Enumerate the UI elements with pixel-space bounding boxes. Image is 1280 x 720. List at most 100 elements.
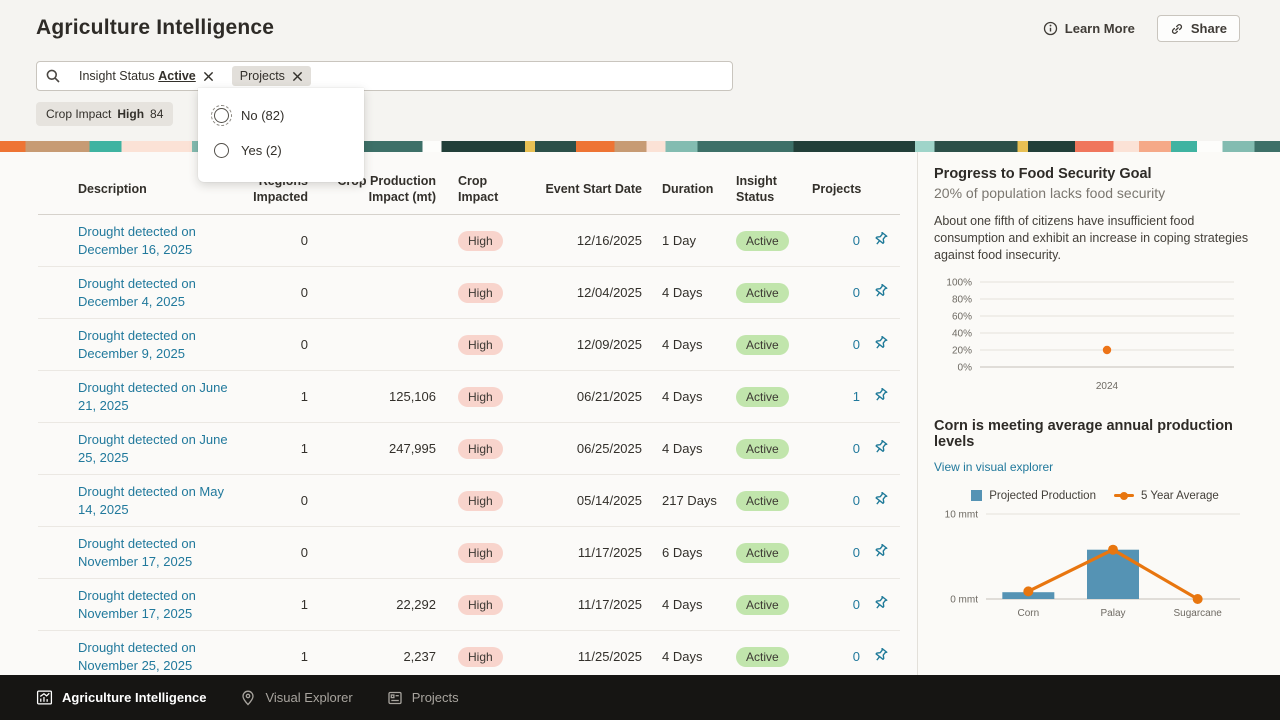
chip-label: Insight Status	[79, 69, 155, 83]
header-impact: Crop Impact	[458, 173, 499, 204]
pin-button[interactable]	[860, 544, 900, 561]
info-icon	[1043, 21, 1058, 36]
production-chart: 10 mmt 0 mmt Corn Palay Sugarcane	[934, 502, 1256, 624]
regions-impacted-cell: 1	[300, 649, 308, 664]
insight-description-link[interactable]: Drought detected on November 17, 2025	[78, 587, 196, 621]
x-tick-label: Sugarcane	[1173, 608, 1222, 619]
projects-filter-dropdown: No (82) Yes (2)	[198, 88, 364, 182]
y-tick-label: 10 mmt	[945, 509, 979, 520]
projects-count-link[interactable]: 0	[852, 285, 860, 300]
insight-description-link[interactable]: Drought detected on November 25, 2025	[78, 639, 196, 673]
insights-table-container: Description Regions Impacted Crop Produc…	[0, 152, 917, 684]
pin-button[interactable]	[860, 232, 900, 249]
event-start-date-cell: 11/17/2025	[577, 597, 642, 612]
line-point	[1192, 593, 1203, 604]
filter-chip-insight-status[interactable]: Insight Status Active	[71, 66, 222, 86]
pin-button[interactable]	[860, 440, 900, 457]
share-button[interactable]: Share	[1156, 15, 1240, 42]
crop-impact-badge: High	[458, 438, 503, 459]
chip-label: Projects	[239, 69, 285, 83]
table-row[interactable]: Drought detected on December 9, 2025 0 H…	[38, 319, 900, 371]
filter-chip-projects[interactable]: Projects	[231, 66, 311, 86]
insight-description-link[interactable]: Drought detected on June 25, 2025	[78, 431, 228, 465]
table-row[interactable]: Drought detected on November 17, 2025 0 …	[38, 527, 900, 579]
radio-icon[interactable]	[214, 143, 229, 158]
projects-count-link[interactable]: 1	[852, 389, 860, 404]
crop-impact-badge: High	[458, 542, 503, 563]
pin-button[interactable]	[860, 492, 900, 509]
event-start-date-cell: 06/21/2025	[576, 389, 642, 404]
remove-filter-icon[interactable]	[292, 71, 303, 82]
projects-count-link[interactable]: 0	[852, 337, 860, 352]
line-point	[1023, 585, 1034, 596]
insight-description-link[interactable]: Drought detected on May 14, 2025	[78, 483, 224, 517]
nav-label: Visual Explorer	[265, 690, 353, 705]
nav-label: Projects	[411, 690, 459, 705]
learn-more-button[interactable]: Learn More	[1043, 21, 1135, 36]
share-label: Share	[1190, 21, 1227, 36]
production-impact-cell: 22,292	[396, 597, 436, 612]
pin-button[interactable]	[860, 596, 900, 613]
pin-button[interactable]	[860, 336, 900, 353]
projects-count-link[interactable]: 0	[852, 493, 860, 508]
table-row[interactable]: Drought detected on December 4, 2025 0 H…	[38, 267, 900, 319]
link-icon	[1170, 22, 1184, 36]
crop-impact-badge: High	[458, 490, 503, 511]
nav-visual-explorer[interactable]: Visual Explorer	[240, 690, 353, 706]
insight-description-link[interactable]: Drought detected on December 16, 2025	[78, 223, 196, 257]
dropdown-option-yes[interactable]: Yes (2)	[198, 133, 364, 168]
visual-explorer-link[interactable]: View in visual explorer	[934, 459, 1054, 474]
event-start-date-cell: 12/16/2025	[576, 233, 642, 248]
projects-count-link[interactable]: 0	[852, 545, 860, 560]
goal-title: Progress to Food Security Goal	[934, 166, 1152, 182]
table-row[interactable]: Drought detected on May 14, 2025 0 High …	[38, 475, 900, 527]
crop-impact-badge: High	[458, 230, 503, 251]
projects-count-link[interactable]: 0	[852, 649, 860, 664]
table-row[interactable]: Drought detected on November 17, 2025 1 …	[38, 579, 900, 631]
production-legend: Projected Production 5 Year Average	[934, 490, 1256, 502]
nav-label: Agriculture Intelligence	[62, 690, 207, 705]
insight-status-badge: Active	[736, 334, 789, 355]
remove-filter-icon[interactable]	[203, 71, 214, 82]
insight-description-link[interactable]: Drought detected on December 4, 2025	[78, 275, 196, 309]
regions-impacted-cell: 1	[300, 597, 308, 612]
production-title: Corn is meeting average annual productio…	[934, 417, 1233, 450]
y-tick-label: 60%	[952, 311, 972, 322]
pin-button[interactable]	[860, 388, 900, 405]
insight-status-badge: Active	[736, 386, 789, 407]
radio-icon[interactable]	[211, 105, 232, 126]
projects-card-icon	[387, 690, 403, 706]
crop-impact-chip[interactable]: Crop Impact High 84	[36, 102, 174, 126]
insight-description-link[interactable]: Drought detected on November 17, 2025	[78, 535, 196, 569]
search-bar[interactable]: Insight Status Active Projects	[36, 61, 733, 91]
dropdown-option-no[interactable]: No (82)	[198, 98, 364, 133]
page-title: Agriculture Intelligence	[36, 16, 275, 39]
pushpin-icon	[872, 492, 889, 509]
duration-cell: 4 Days	[662, 389, 703, 404]
insight-description-link[interactable]: Drought detected on December 9, 2025	[78, 327, 196, 361]
insight-status-badge: Active	[736, 230, 789, 251]
event-start-date-cell: 12/04/2025	[576, 285, 642, 300]
pin-button[interactable]	[860, 648, 900, 665]
projects-count-link[interactable]: 0	[852, 441, 860, 456]
top-header: Agriculture Intelligence Learn More Shar…	[0, 0, 1280, 141]
table-row[interactable]: Drought detected on June 21, 2025 1 125,…	[38, 371, 900, 423]
pushpin-icon	[872, 284, 889, 301]
event-start-date-cell: 06/25/2025	[576, 441, 642, 456]
projects-count-link[interactable]: 0	[852, 597, 860, 612]
pin-button[interactable]	[860, 284, 900, 301]
insight-description-link[interactable]: Drought detected on June 21, 2025	[78, 379, 228, 413]
legend-projected-production: Projected Production	[971, 490, 1096, 502]
goal-subtitle: 20% of population lacks food security	[934, 185, 1166, 201]
x-tick-label: 2024	[1096, 381, 1119, 392]
duration-cell: 4 Days	[662, 649, 703, 664]
table-row[interactable]: Drought detected on December 16, 2025 0 …	[38, 215, 900, 267]
header-description: Description	[78, 181, 147, 196]
insights-table: Description Regions Impacted Crop Produc…	[38, 165, 900, 684]
map-pin-icon	[240, 690, 256, 706]
projects-count-link[interactable]: 0	[852, 233, 860, 248]
table-row[interactable]: Drought detected on June 25, 2025 1 247,…	[38, 423, 900, 475]
production-impact-cell: 125,106	[389, 389, 436, 404]
nav-projects[interactable]: Projects	[387, 690, 459, 706]
nav-agriculture-intelligence[interactable]: Agriculture Intelligence	[36, 689, 206, 706]
